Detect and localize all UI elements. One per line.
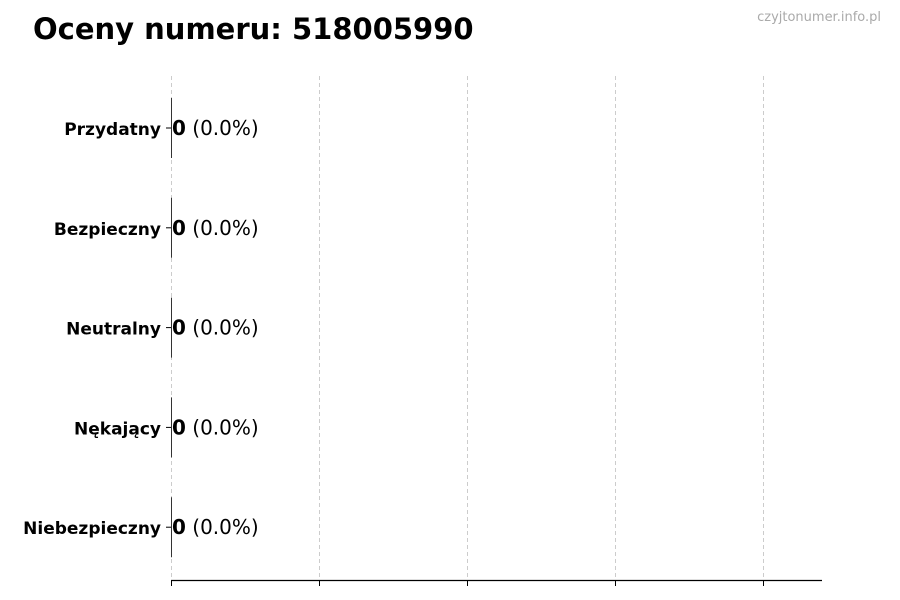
watermark: czyjtonumer.info.pl <box>757 10 881 25</box>
value-label: 0 (0.0%) <box>172 316 259 340</box>
value-label: 0 (0.0%) <box>172 515 259 539</box>
count-label: 0 <box>172 515 186 539</box>
count-label: 0 <box>172 216 186 240</box>
category-label: Niebezpieczny <box>23 519 161 539</box>
value-label: 0 (0.0%) <box>172 415 259 439</box>
percent-label: (0.0%) <box>186 216 259 240</box>
percent-label: (0.0%) <box>186 316 259 340</box>
value-label: 0 (0.0%) <box>172 216 259 240</box>
category-label: Przydatny <box>64 120 161 140</box>
value-label: 0 (0.0%) <box>172 116 259 140</box>
chart-title: Oceny numeru: 518005990 <box>33 12 474 46</box>
percent-label: (0.0%) <box>186 116 259 140</box>
category-label: Nękający <box>74 419 161 439</box>
percent-label: (0.0%) <box>186 515 259 539</box>
category-label: Bezpieczny <box>54 220 161 240</box>
count-label: 0 <box>172 116 186 140</box>
percent-label: (0.0%) <box>186 415 259 439</box>
category-label: Neutralny <box>66 320 161 340</box>
count-label: 0 <box>172 415 186 439</box>
count-label: 0 <box>172 316 186 340</box>
